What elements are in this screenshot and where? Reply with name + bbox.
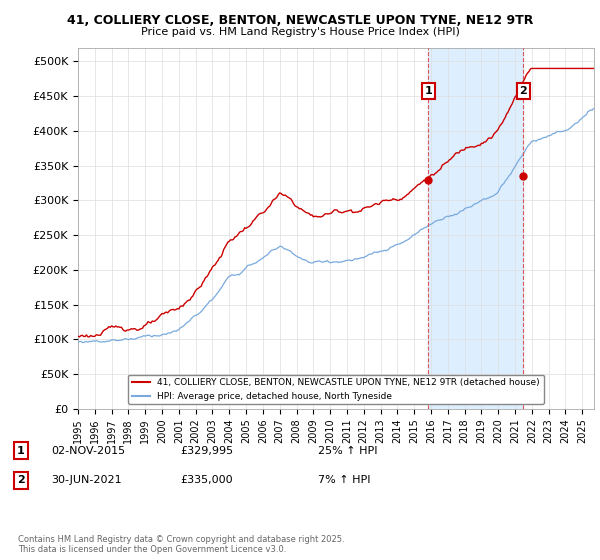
Text: 02-NOV-2015: 02-NOV-2015 <box>51 446 125 456</box>
Text: 41, COLLIERY CLOSE, BENTON, NEWCASTLE UPON TYNE, NE12 9TR: 41, COLLIERY CLOSE, BENTON, NEWCASTLE UP… <box>67 14 533 27</box>
Text: Contains HM Land Registry data © Crown copyright and database right 2025.
This d: Contains HM Land Registry data © Crown c… <box>18 535 344 554</box>
Text: £329,995: £329,995 <box>180 446 233 456</box>
Legend: 41, COLLIERY CLOSE, BENTON, NEWCASTLE UPON TYNE, NE12 9TR (detached house), HPI:: 41, COLLIERY CLOSE, BENTON, NEWCASTLE UP… <box>128 375 544 404</box>
Text: 1: 1 <box>424 86 432 96</box>
Bar <box>428 48 523 409</box>
Text: 2: 2 <box>17 475 25 486</box>
Text: £335,000: £335,000 <box>180 475 233 486</box>
Text: 30-JUN-2021: 30-JUN-2021 <box>51 475 122 486</box>
Text: Price paid vs. HM Land Registry's House Price Index (HPI): Price paid vs. HM Land Registry's House … <box>140 27 460 37</box>
Text: 2: 2 <box>520 86 527 96</box>
Text: 25% ↑ HPI: 25% ↑ HPI <box>318 446 377 456</box>
Text: 7% ↑ HPI: 7% ↑ HPI <box>318 475 371 486</box>
Text: 1: 1 <box>17 446 25 456</box>
